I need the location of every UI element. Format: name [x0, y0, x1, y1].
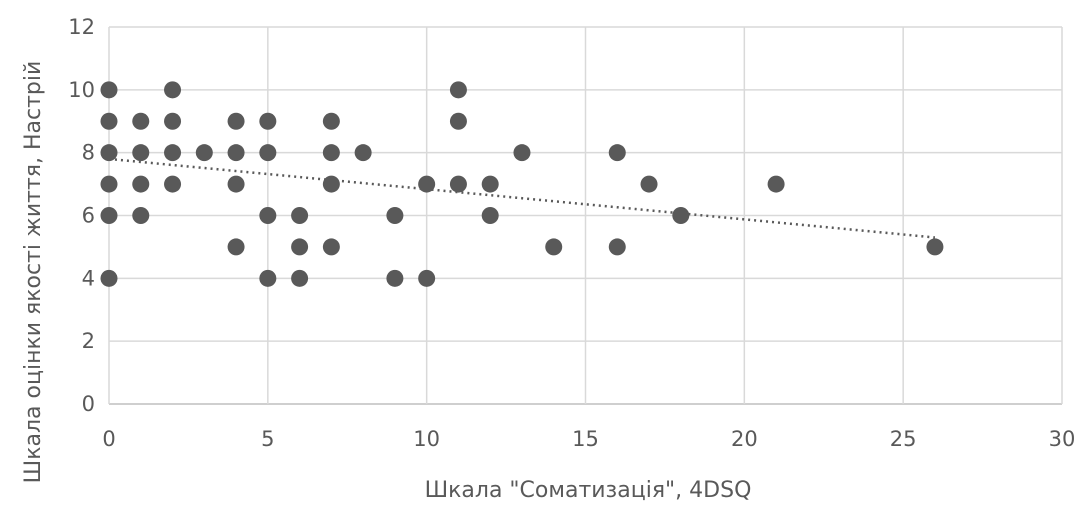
data-point [322, 238, 340, 256]
data-point [291, 269, 309, 287]
data-point [449, 112, 467, 130]
data-point [259, 144, 277, 162]
trendline [108, 157, 936, 239]
data-point [926, 238, 944, 256]
y-axis-title: Шкала оцінки якості життя, Настрій [21, 61, 46, 484]
data-point [259, 112, 277, 130]
data-point [227, 238, 245, 256]
data-point [481, 207, 499, 224]
data-point [164, 175, 182, 193]
data-point [386, 207, 404, 224]
y-tick-labels: 0 2 4 6 8 10 12 [68, 15, 95, 416]
data-point [100, 207, 118, 224]
data-point [100, 144, 118, 162]
data-point [291, 238, 309, 256]
data-point [132, 144, 150, 162]
x-axis-title: Шкала "Соматизація", 4DSQ [425, 478, 752, 503]
data-point [386, 269, 404, 287]
y-tick-label: 6 [82, 204, 95, 228]
data-point [259, 207, 277, 224]
y-tick-label: 0 [82, 392, 95, 416]
data-point [418, 269, 436, 287]
x-tick-labels: 0 5 10 15 20 25 30 [102, 427, 1075, 451]
data-point [354, 144, 372, 162]
x-tick-label: 15 [572, 427, 599, 451]
data-point [227, 144, 245, 162]
data-point [100, 112, 118, 130]
data-point [259, 269, 277, 287]
data-point [481, 175, 499, 193]
data-point [227, 175, 245, 193]
data-point [195, 144, 213, 162]
data-point [449, 175, 467, 193]
data-point [322, 175, 340, 193]
data-points [100, 81, 944, 287]
data-point [608, 238, 626, 256]
x-tick-label: 25 [890, 427, 917, 451]
data-point [322, 112, 340, 130]
data-point [164, 144, 182, 162]
x-tick-label: 10 [413, 427, 440, 451]
y-tick-label: 10 [68, 78, 95, 102]
data-point [545, 238, 563, 256]
data-point [227, 112, 245, 130]
x-tick-label: 0 [102, 427, 115, 451]
data-point [767, 175, 785, 193]
x-tick-label: 20 [731, 427, 758, 451]
data-point [164, 112, 182, 130]
y-tick-label: 8 [82, 141, 95, 165]
data-point [449, 81, 467, 99]
data-point [132, 112, 150, 130]
data-point [513, 144, 531, 162]
data-point [132, 207, 150, 224]
data-point [672, 207, 690, 224]
data-point [291, 207, 309, 224]
data-point [164, 81, 182, 99]
grid-lines [108, 26, 1063, 405]
trendline-layer [108, 157, 936, 239]
x-tick-label: 5 [261, 427, 274, 451]
y-tick-label: 4 [82, 266, 95, 290]
data-point [608, 144, 626, 162]
data-point [322, 144, 340, 162]
data-point [100, 175, 118, 193]
data-point [100, 81, 118, 99]
data-point [640, 175, 658, 193]
x-tick-label: 30 [1049, 427, 1076, 451]
y-tick-label: 12 [68, 15, 95, 39]
data-point [100, 269, 118, 287]
y-tick-label: 2 [82, 329, 95, 353]
data-point [132, 175, 150, 193]
data-point [418, 175, 436, 193]
